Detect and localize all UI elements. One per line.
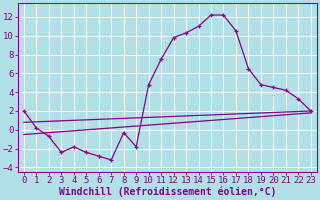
X-axis label: Windchill (Refroidissement éolien,°C): Windchill (Refroidissement éolien,°C) xyxy=(59,187,276,197)
